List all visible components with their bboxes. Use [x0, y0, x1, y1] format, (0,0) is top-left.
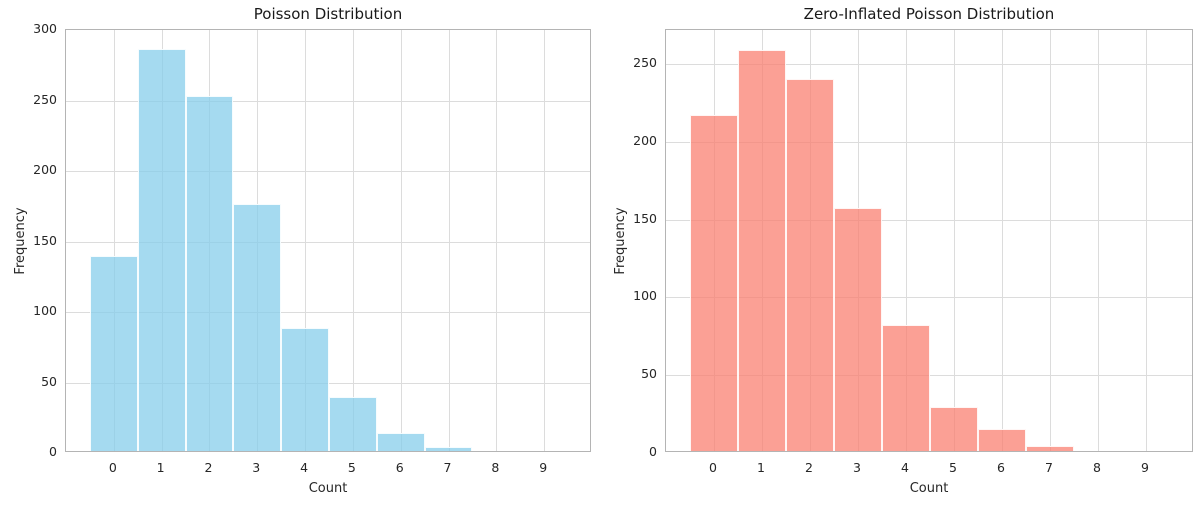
y-tick-label: 200 [33, 162, 57, 177]
y-tick-label: 50 [641, 366, 657, 382]
x-tick-label: 9 [539, 460, 548, 475]
x-gridline [352, 30, 354, 451]
x-gridline [1098, 30, 1099, 451]
poisson-plot-area [65, 29, 591, 452]
zip-title: Zero-Inflated Poisson Distribution [803, 5, 1055, 23]
x-tick-label: 3 [252, 460, 261, 475]
y-tick-label: 100 [633, 288, 657, 304]
histogram-bar [185, 95, 234, 451]
histogram-bar [738, 49, 786, 451]
y-tick-label: 50 [41, 373, 57, 389]
x-tick-label: 5 [949, 460, 957, 475]
x-tick-label: 8 [1093, 460, 1101, 475]
y-tick-label: 150 [633, 210, 657, 226]
y-tick-label: 0 [649, 444, 657, 459]
y-gridline [66, 312, 590, 313]
x-gridline [1050, 30, 1051, 451]
x-tick-label: 1 [156, 460, 165, 475]
y-gridline [666, 64, 1192, 66]
histogram-bar [233, 204, 282, 451]
poisson-title: Poisson Distribution [253, 5, 403, 23]
x-tick-label: 3 [853, 460, 861, 475]
y-tick-label: 300 [33, 21, 57, 36]
histogram-bar [882, 325, 930, 451]
y-tick-label: 0 [49, 444, 57, 459]
x-tick-label: 7 [443, 460, 452, 475]
y-gridline [66, 241, 590, 243]
x-tick-label: 6 [395, 460, 404, 475]
y-gridline [666, 219, 1192, 221]
x-gridline [1146, 30, 1147, 451]
histogram-bar [786, 79, 834, 451]
x-gridline [906, 30, 907, 451]
histogram-bar [376, 432, 425, 451]
x-tick-label: 2 [204, 460, 213, 475]
x-tick-label: 0 [709, 460, 717, 475]
histogram-bar [834, 208, 882, 451]
poisson-xlabel: Count [308, 481, 348, 496]
x-gridline [400, 30, 402, 451]
histogram-bar [978, 429, 1026, 451]
histogram-bar [89, 256, 138, 451]
histogram-bar [329, 397, 377, 451]
histogram-bar [137, 49, 186, 451]
zip-ylabel: Frequency [613, 206, 628, 275]
x-tick-label: 9 [1141, 460, 1149, 475]
x-tick-label: 5 [347, 460, 356, 475]
x-gridline [113, 30, 115, 451]
y-tick-label: 150 [33, 232, 57, 248]
x-tick-label: 8 [491, 460, 500, 475]
zip-plot-area [665, 29, 1193, 452]
x-gridline [544, 30, 546, 451]
y-gridline [666, 141, 1192, 143]
x-gridline [1002, 30, 1003, 451]
x-gridline [448, 30, 450, 451]
x-tick-label: 6 [997, 460, 1005, 475]
y-gridline [66, 100, 590, 102]
y-tick-label: 200 [633, 132, 657, 148]
x-tick-label: 0 [108, 460, 117, 475]
histogram-bar [1026, 446, 1074, 451]
x-tick-label: 4 [300, 460, 309, 475]
y-gridline [66, 171, 590, 172]
y-tick-label: 250 [33, 91, 57, 107]
y-tick-label: 250 [633, 55, 657, 71]
x-gridline [496, 30, 498, 451]
y-tick-label: 100 [33, 303, 57, 318]
y-gridline [666, 297, 1192, 299]
histogram-bar [281, 328, 329, 451]
histogram-bar [424, 446, 473, 451]
histogram-bar [690, 115, 738, 451]
x-gridline [954, 30, 955, 451]
zip-xlabel: Count [909, 481, 949, 496]
x-tick-label: 7 [1045, 460, 1053, 475]
x-tick-label: 1 [757, 460, 765, 475]
histogram-bar [930, 407, 978, 451]
x-gridline [305, 30, 307, 451]
x-tick-label: 2 [805, 460, 813, 475]
x-tick-label: 4 [901, 460, 909, 475]
